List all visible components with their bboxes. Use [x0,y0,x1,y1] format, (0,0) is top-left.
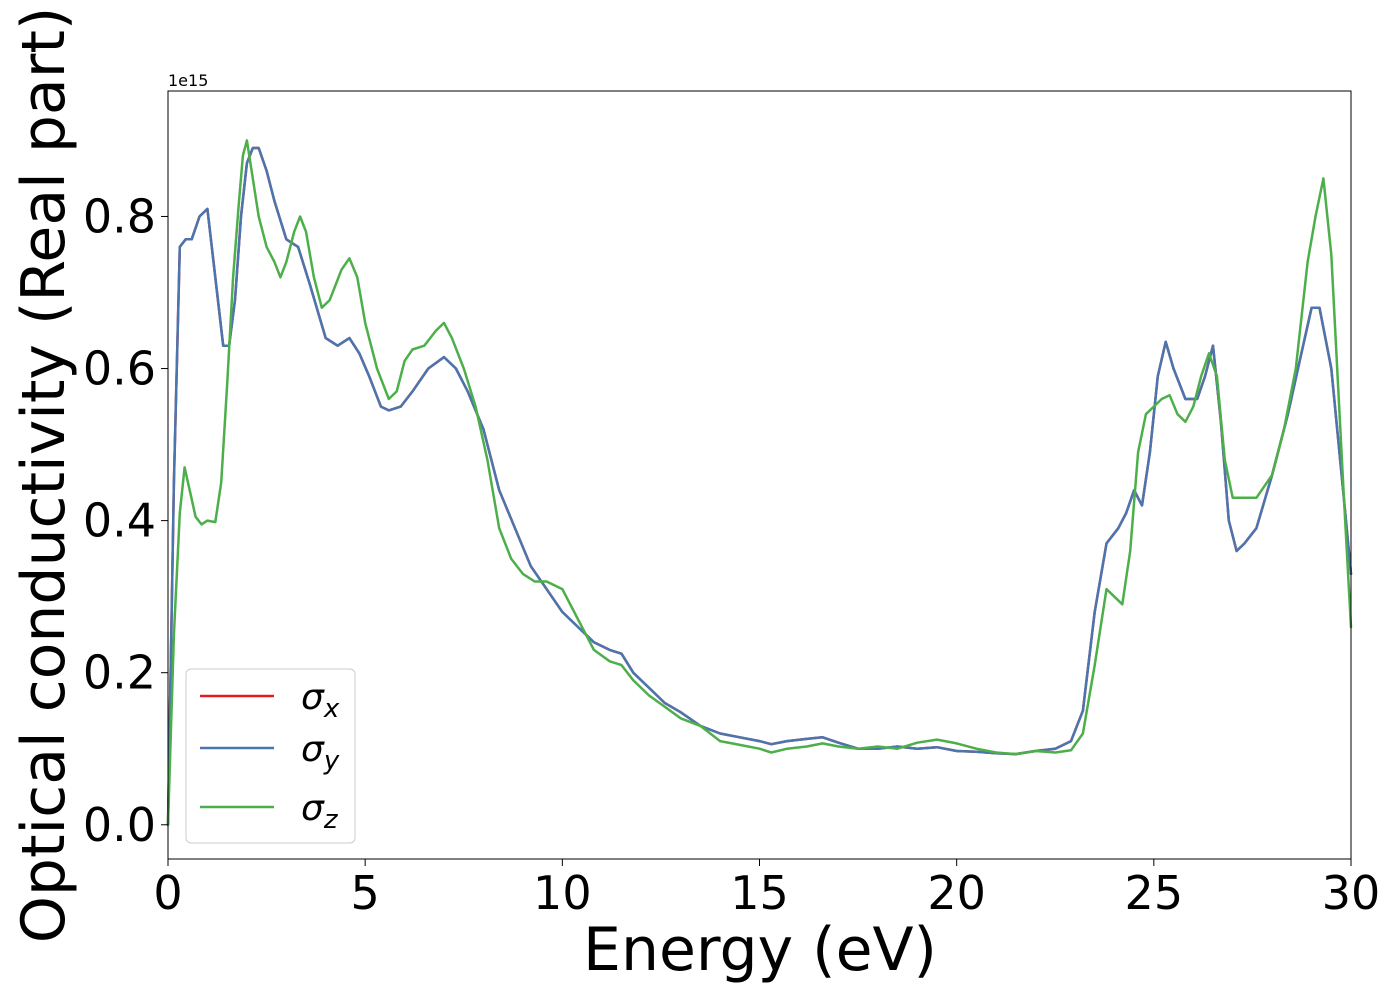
x-tick-label: 15 [730,866,789,920]
x-tick-label: 10 [533,866,592,920]
y-tick-label: 0.4 [83,494,156,548]
legend-label-sigma-y: σy [301,729,340,776]
series-layer [166,139,1353,827]
x-tick-label: 0 [153,866,182,920]
y-tick-label: 0.2 [83,646,156,700]
legend: σx σy σz [185,668,356,844]
y-axis-label: Optical conductivity (Real part) [9,7,79,944]
y-axis-offset-label: 1e15 [168,71,208,90]
legend-label-sigma-z: σz [301,788,339,835]
x-tick-label: 20 [927,866,986,920]
x-axis-label: Energy (eV) [583,915,937,985]
legend-label-sigma-x: σx [301,677,340,724]
series-line-sigma-z [166,139,1353,827]
y-axis-ticks: 0.0 0.2 0.4 0.6 0.8 [83,189,168,852]
x-axis-ticks: 0 5 10 15 20 25 30 [153,859,1380,920]
y-tick-label: 0.8 [83,189,156,243]
x-tick-label: 25 [1125,866,1184,920]
legend-frame [185,668,356,844]
y-tick-label: 0.6 [83,342,156,396]
series-line-sigma-y [166,146,1353,827]
x-tick-label: 30 [1322,866,1381,920]
x-tick-label: 5 [351,866,380,920]
y-tick-label: 0.0 [83,798,156,852]
